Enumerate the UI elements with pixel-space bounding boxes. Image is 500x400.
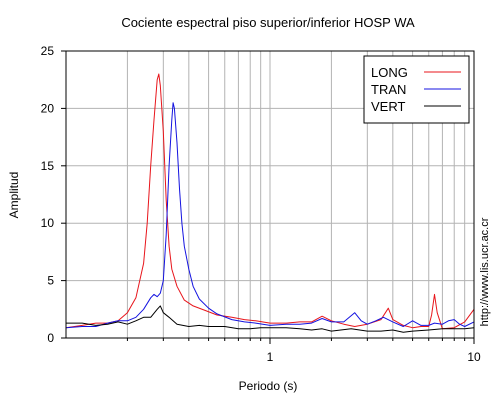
source-credit: http://www.lis.ucr.ac.cr bbox=[479, 217, 491, 326]
series-layer bbox=[65, 73, 475, 333]
y-tick-label: 25 bbox=[41, 44, 55, 58]
legend: LONG TRAN VERT bbox=[363, 55, 470, 124]
y-tick-label: 15 bbox=[41, 159, 55, 173]
series-line-vert bbox=[66, 305, 475, 333]
x-axis-label: Periodo (s) bbox=[239, 379, 298, 393]
legend-label-tran: TRAN bbox=[371, 82, 406, 97]
series-line-tran bbox=[65, 102, 475, 329]
y-axis-label: Amplitud bbox=[7, 172, 21, 219]
y-tick-label: 20 bbox=[41, 101, 55, 115]
y-tick-label: 10 bbox=[41, 216, 55, 230]
chart-title: Cociente espectral piso superior/inferio… bbox=[121, 15, 415, 30]
x-tick-label: 1 bbox=[267, 350, 274, 364]
x-tick-label: 10 bbox=[467, 350, 481, 364]
series-line-long bbox=[65, 73, 475, 330]
legend-label-long: LONG bbox=[371, 65, 408, 80]
y-tick-label: 5 bbox=[47, 274, 54, 288]
y-tick-label: 0 bbox=[47, 331, 54, 345]
axes: 0 5 10 15 20 25 1 10 bbox=[41, 44, 481, 364]
legend-label-vert: VERT bbox=[371, 99, 405, 114]
